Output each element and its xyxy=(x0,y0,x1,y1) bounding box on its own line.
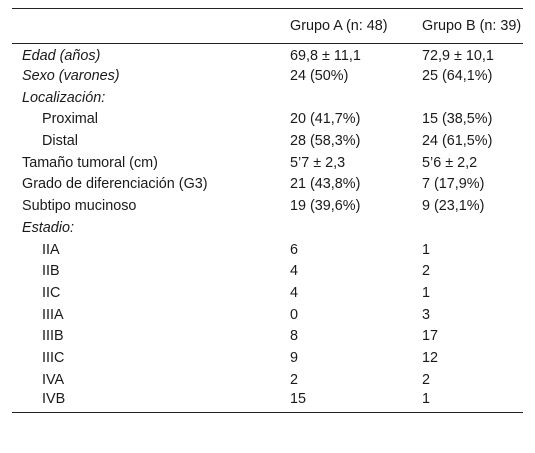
table-row: Edad (años) 69,8 ± 11,1 72,9 ± 10,1 xyxy=(12,44,523,66)
table-row: IIB 4 2 xyxy=(12,260,523,282)
cell: 28 (58,3%) xyxy=(290,133,361,150)
row-label: Estadio: xyxy=(22,219,74,236)
cell: 24 (50%) xyxy=(290,68,349,85)
cell: 2 xyxy=(422,263,431,280)
cell: 2 xyxy=(290,371,299,388)
row-label: Distal xyxy=(42,133,78,150)
header-row: Grupo A (n: 48) Grupo B (n: 39) xyxy=(12,8,523,44)
header-cell: Grupo B (n: 39) xyxy=(422,18,522,34)
table-row: Grado de diferenciación (G3) 21 (43,8%) 7 … xyxy=(12,174,523,196)
table-row: IIIC 9 12 xyxy=(12,347,523,369)
cell: 24 (61,5%) xyxy=(422,133,493,150)
cell: 1 xyxy=(422,284,431,301)
cell: 6 xyxy=(290,241,299,258)
cell xyxy=(422,217,523,239)
cell: 21 (43,8%) xyxy=(290,176,361,193)
table-row: Proximal 20 (41,7%) 15 (38,5%) xyxy=(12,109,523,131)
cell: 15 (38,5%) xyxy=(422,111,493,128)
cell: 69,8 ± 11,1 xyxy=(290,48,361,65)
cell: 4 xyxy=(290,284,299,301)
table-row: Tamaño tumoral (cm) 5’7 ± 2,3 5’6 ± 2,2 xyxy=(12,152,523,174)
row-label: IIIC xyxy=(42,349,65,366)
header-cell xyxy=(12,9,290,44)
row-label: Grado de diferenciación (G3) xyxy=(22,176,208,193)
row-label: Localización: xyxy=(22,89,106,106)
cell: 2 xyxy=(422,371,431,388)
cell: 9 xyxy=(290,349,299,366)
row-label: Sexo (varones) xyxy=(22,68,120,85)
cell: 15 xyxy=(290,391,307,408)
cell: 0 xyxy=(290,306,299,323)
row-label: IIC xyxy=(42,284,61,301)
row-label: IVA xyxy=(42,371,65,388)
table-body: Edad (años) 69,8 ± 11,1 72,9 ± 10,1 Sexo (v… xyxy=(12,44,523,413)
table-row: Estadio: xyxy=(12,217,523,239)
cell: 72,9 ± 10,1 xyxy=(422,48,494,65)
cell: 3 xyxy=(422,306,431,323)
cell: 4 xyxy=(290,263,299,280)
cell: 8 xyxy=(290,328,299,345)
table-row: IIC 4 1 xyxy=(12,282,523,304)
cell: 25 (64,1%) xyxy=(422,68,493,85)
table-row: Subtipo mucinoso 19 (39,6%) 9 (23,1%) xyxy=(12,195,523,217)
cell: 20 (41,7%) xyxy=(290,111,361,128)
row-label: Subtipo mucinoso xyxy=(22,198,137,215)
table-row: IIIB 8 17 xyxy=(12,325,523,347)
table-row: IIA 6 1 xyxy=(12,239,523,261)
row-label: IIB xyxy=(42,263,60,280)
table-row: Distal 28 (58,3%) 24 (61,5%) xyxy=(12,130,523,152)
data-table: Grupo A (n: 48) Grupo B (n: 39) Edad (añ… xyxy=(12,8,523,413)
header-cell: Grupo A (n: 48) xyxy=(290,18,388,34)
row-label: IIIB xyxy=(42,328,64,345)
cell: 17 xyxy=(422,328,439,345)
cell: 5’7 ± 2,3 xyxy=(290,154,346,171)
table-row: IVB 15 1 xyxy=(12,391,523,413)
table-row: IIIA 0 3 xyxy=(12,304,523,326)
cell: 1 xyxy=(422,241,431,258)
row-label: IVB xyxy=(42,391,66,408)
row-label: Edad (años) xyxy=(22,48,101,65)
cell: 9 (23,1%) xyxy=(422,198,485,215)
cell: 5’6 ± 2,2 xyxy=(422,154,478,171)
table-row: Sexo (varones) 24 (50%) 25 (64,1%) xyxy=(12,65,523,87)
row-label: Tamaño tumoral (cm) xyxy=(22,154,158,171)
cell: 1 xyxy=(422,391,431,408)
table-row: Localización: xyxy=(12,87,523,109)
table-header: Grupo A (n: 48) Grupo B (n: 39) xyxy=(12,8,523,44)
cell xyxy=(290,87,422,109)
row-label: Proximal xyxy=(42,111,98,128)
cell: 19 (39,6%) xyxy=(290,198,361,215)
cell xyxy=(290,217,422,239)
row-label: IIIA xyxy=(42,306,64,323)
cell xyxy=(422,87,523,109)
cell: 7 (17,9%) xyxy=(422,176,485,193)
table-row: IVA 2 2 xyxy=(12,369,523,391)
row-label: IIA xyxy=(42,241,60,258)
cell: 12 xyxy=(422,349,439,366)
